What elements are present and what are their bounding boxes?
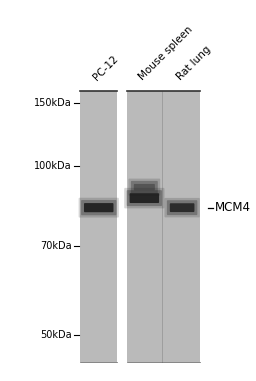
- FancyBboxPatch shape: [170, 203, 195, 212]
- FancyBboxPatch shape: [167, 200, 197, 215]
- FancyBboxPatch shape: [124, 188, 164, 208]
- Text: Rat lung: Rat lung: [175, 44, 213, 82]
- FancyBboxPatch shape: [164, 198, 200, 218]
- FancyBboxPatch shape: [127, 190, 162, 206]
- Text: MCM4: MCM4: [215, 201, 251, 214]
- Bar: [80, 91, 117, 362]
- FancyBboxPatch shape: [134, 184, 155, 190]
- Bar: [127, 91, 200, 362]
- Text: 70kDa: 70kDa: [40, 241, 72, 251]
- FancyBboxPatch shape: [79, 198, 119, 218]
- Text: PC-12: PC-12: [92, 53, 120, 82]
- FancyBboxPatch shape: [131, 181, 158, 194]
- FancyBboxPatch shape: [84, 203, 113, 212]
- Text: 100kDa: 100kDa: [34, 161, 72, 171]
- FancyBboxPatch shape: [129, 179, 160, 196]
- Text: 50kDa: 50kDa: [40, 330, 72, 340]
- FancyBboxPatch shape: [130, 193, 159, 203]
- FancyBboxPatch shape: [81, 200, 116, 215]
- Text: Mouse spleen: Mouse spleen: [137, 24, 195, 82]
- Text: 150kDa: 150kDa: [34, 98, 72, 108]
